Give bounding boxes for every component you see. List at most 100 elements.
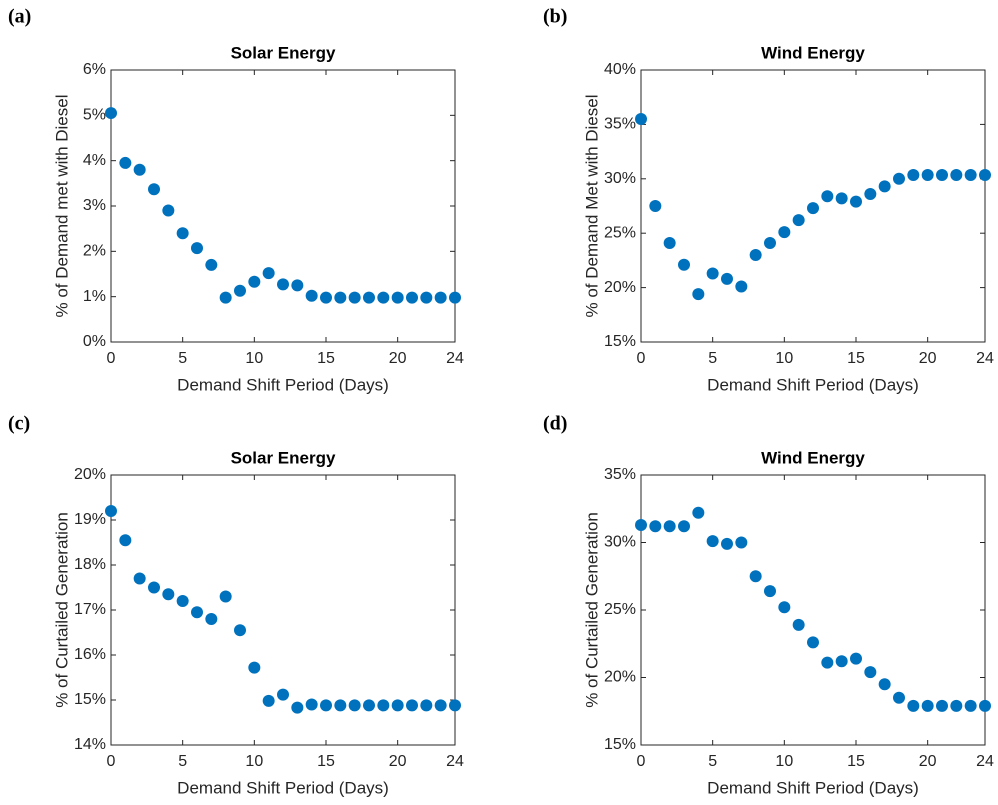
x-tick-label: 5 bbox=[708, 753, 717, 770]
point bbox=[692, 288, 705, 301]
point bbox=[363, 699, 375, 712]
point bbox=[850, 195, 862, 208]
point bbox=[979, 168, 991, 181]
point bbox=[678, 520, 690, 533]
point bbox=[219, 590, 232, 603]
x-tick-label: 15 bbox=[317, 753, 335, 770]
point bbox=[864, 188, 877, 201]
point bbox=[907, 168, 920, 181]
x-tick-label: 10 bbox=[775, 350, 793, 367]
point bbox=[821, 190, 834, 203]
point bbox=[162, 204, 175, 217]
x-tick-label: 0 bbox=[107, 350, 116, 367]
y-tick-label: 17% bbox=[74, 601, 106, 618]
x-tick-label: 10 bbox=[245, 753, 263, 770]
x-tick-label: 10 bbox=[245, 350, 263, 367]
point bbox=[678, 258, 690, 271]
y-axis-label: % of Demand met with Diesel bbox=[52, 95, 71, 318]
point bbox=[434, 291, 447, 304]
point bbox=[907, 699, 920, 712]
point bbox=[119, 156, 132, 169]
point bbox=[334, 291, 347, 304]
point bbox=[449, 291, 461, 304]
y-tick-label: 18% bbox=[74, 556, 106, 573]
point bbox=[119, 534, 132, 547]
point bbox=[964, 168, 977, 181]
y-tick-label: 5% bbox=[83, 107, 106, 124]
y-tick-label: 20% bbox=[74, 466, 106, 483]
x-axis-label: Demand Shift Period (Days) bbox=[707, 375, 919, 394]
point bbox=[277, 278, 289, 291]
point bbox=[735, 536, 748, 549]
x-tick-label: 0 bbox=[637, 753, 646, 770]
point bbox=[305, 698, 318, 711]
point bbox=[778, 226, 791, 239]
y-tick-label: 25% bbox=[604, 224, 636, 241]
point bbox=[219, 291, 232, 304]
point bbox=[649, 520, 662, 533]
point bbox=[449, 699, 461, 712]
point bbox=[721, 272, 733, 285]
x-tick-label: 20 bbox=[389, 350, 407, 367]
plot-box bbox=[110, 69, 456, 343]
point bbox=[348, 699, 361, 712]
x-tick-label: 5 bbox=[178, 753, 187, 770]
y-tick-label: 3% bbox=[83, 197, 106, 214]
x-tick-label: 15 bbox=[847, 350, 865, 367]
point bbox=[262, 267, 275, 280]
y-tick-label: 25% bbox=[604, 601, 636, 618]
x-axis-label: Demand Shift Period (Days) bbox=[177, 778, 389, 797]
point bbox=[749, 570, 762, 583]
x-tick-label: 20 bbox=[919, 350, 937, 367]
point bbox=[692, 506, 705, 519]
point bbox=[807, 636, 819, 649]
y-tick-label: 15% bbox=[604, 736, 636, 753]
point bbox=[893, 691, 905, 704]
y-tick-label: 35% bbox=[604, 116, 636, 133]
point bbox=[133, 572, 146, 585]
point bbox=[921, 699, 934, 712]
point bbox=[377, 699, 390, 712]
point bbox=[320, 699, 332, 712]
x-tick-label: 10 bbox=[775, 753, 793, 770]
x-axis-label: Demand Shift Period (Days) bbox=[177, 375, 389, 394]
point bbox=[291, 701, 304, 714]
point bbox=[205, 613, 218, 625]
point bbox=[191, 242, 203, 255]
point bbox=[363, 291, 375, 304]
y-tick-label: 6% bbox=[83, 61, 106, 78]
point bbox=[764, 585, 776, 598]
x-tick-label: 5 bbox=[178, 350, 187, 367]
y-tick-label: 1% bbox=[83, 288, 106, 305]
point bbox=[850, 652, 862, 665]
point bbox=[234, 284, 246, 297]
point bbox=[148, 183, 160, 196]
point bbox=[406, 699, 418, 712]
y-tick-label: 19% bbox=[74, 511, 106, 528]
y-tick-label: 4% bbox=[83, 152, 106, 169]
point bbox=[878, 180, 891, 193]
point bbox=[148, 581, 160, 594]
x-tick-label: 5 bbox=[708, 350, 717, 367]
point bbox=[964, 699, 977, 712]
point bbox=[807, 202, 819, 215]
chart-title: Wind Energy bbox=[761, 43, 865, 62]
y-tick-label: 2% bbox=[83, 243, 106, 260]
y-tick-label: 30% bbox=[604, 170, 636, 187]
x-tick-label: 20 bbox=[919, 753, 937, 770]
y-tick-label: 40% bbox=[604, 61, 636, 78]
point bbox=[792, 214, 805, 227]
point bbox=[248, 661, 261, 674]
plot-box bbox=[640, 69, 986, 343]
point bbox=[792, 618, 805, 631]
point bbox=[305, 289, 318, 302]
point bbox=[893, 172, 905, 185]
point bbox=[391, 699, 404, 712]
y-tick-label: 14% bbox=[74, 736, 106, 753]
x-tick-label: 24 bbox=[446, 350, 464, 367]
point bbox=[406, 291, 418, 304]
point bbox=[191, 606, 203, 619]
point bbox=[706, 267, 719, 280]
point bbox=[377, 291, 390, 304]
